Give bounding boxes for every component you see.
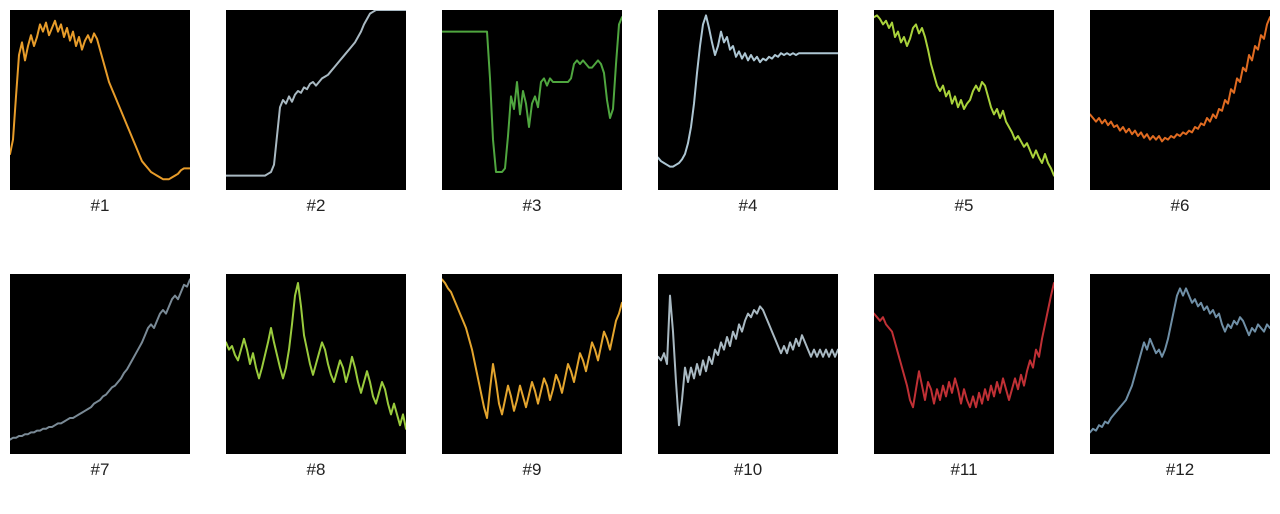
sparkline-panel-3 (442, 10, 622, 190)
sparkline-caption-4: #4 (739, 196, 758, 216)
sparkline-cell-5: #5 (872, 10, 1056, 216)
sparkline-panel-4 (658, 10, 838, 190)
sparkline-caption-8: #8 (307, 460, 326, 480)
sparkline-panel-6 (1090, 10, 1270, 190)
sparkline-caption-2: #2 (307, 196, 326, 216)
sparkline-panel-1 (10, 10, 190, 190)
sparkline-panel-12 (1090, 274, 1270, 454)
sparkline-cell-9: #9 (440, 274, 624, 480)
sparkline-caption-6: #6 (1171, 196, 1190, 216)
sparkline-caption-7: #7 (91, 460, 110, 480)
sparkline-cell-3: #3 (440, 10, 624, 216)
sparkline-caption-1: #1 (91, 196, 110, 216)
sparkline-caption-12: #12 (1166, 460, 1194, 480)
sparkline-caption-9: #9 (523, 460, 542, 480)
sparkline-caption-11: #11 (950, 460, 977, 480)
sparkline-panel-9 (442, 274, 622, 454)
sparkline-panel-7 (10, 274, 190, 454)
sparkline-caption-5: #5 (955, 196, 974, 216)
sparkline-caption-10: #10 (734, 460, 762, 480)
sparkline-cell-10: #10 (656, 274, 840, 480)
sparkline-panel-11 (874, 274, 1054, 454)
sparkline-panel-8 (226, 274, 406, 454)
sparkline-cell-1: #1 (8, 10, 192, 216)
chart-grid-page: #1 #2 #3 #4 #5 #6 #7 #8 #9 #10 #11 #12 (0, 0, 1280, 514)
sparkline-cell-2: #2 (224, 10, 408, 216)
sparkline-cell-12: #12 (1088, 274, 1272, 480)
sparkline-panel-2 (226, 10, 406, 190)
sparkline-panel-10 (658, 274, 838, 454)
sparkline-cell-8: #8 (224, 274, 408, 480)
sparkline-caption-3: #3 (523, 196, 542, 216)
sparkline-cell-11: #11 (872, 274, 1056, 480)
sparkline-cell-7: #7 (8, 274, 192, 480)
sparkline-panel-5 (874, 10, 1054, 190)
sparkline-cell-4: #4 (656, 10, 840, 216)
sparkline-grid: #1 #2 #3 #4 #5 #6 #7 #8 #9 #10 #11 #12 (8, 10, 1272, 480)
sparkline-cell-6: #6 (1088, 10, 1272, 216)
